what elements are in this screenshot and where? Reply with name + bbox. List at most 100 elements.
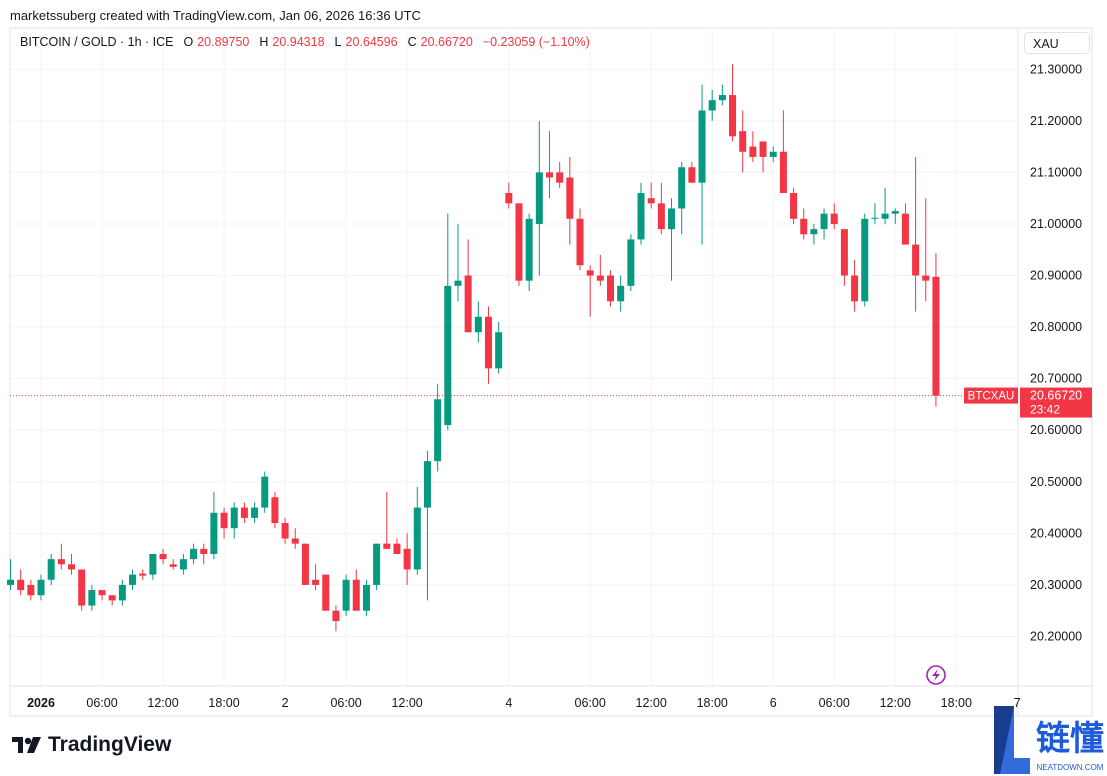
credit: marketssuberg created with TradingView.c… [10, 8, 421, 23]
x-tick-label: 2026 [27, 696, 55, 710]
candle-body [556, 172, 564, 183]
candle-body [423, 461, 431, 508]
y-tick-label: 20.20000 [1030, 629, 1082, 643]
candle-body [729, 95, 737, 137]
candle-body [454, 280, 462, 286]
candle-body [78, 569, 86, 606]
x-tick-label: 06:00 [86, 696, 117, 710]
candle-body [932, 276, 940, 396]
candle-body [830, 213, 838, 224]
candle-body [373, 543, 381, 585]
candle-body [312, 579, 320, 585]
ohlc-label: L [334, 35, 342, 49]
x-tick-label: 06:00 [330, 696, 361, 710]
candle-body [891, 211, 899, 214]
x-tick-label: 06:00 [819, 696, 850, 710]
alert-icon [926, 665, 946, 685]
candle-body [444, 285, 452, 426]
candle-body [657, 203, 665, 230]
candle-body [637, 193, 645, 240]
candle-body [362, 584, 370, 611]
candle-body [688, 167, 696, 183]
x-tick-label: 18:00 [208, 696, 239, 710]
candle-body [545, 172, 553, 178]
candle-body [7, 579, 15, 585]
candle-body [861, 218, 869, 302]
candle-body [332, 610, 340, 622]
currency-button[interactable]: XAU [1024, 32, 1090, 54]
x-tick-label: 2 [282, 696, 289, 710]
x-tick-label: 12:00 [880, 696, 911, 710]
candle-body [800, 218, 808, 235]
ohlc-label: H [259, 35, 269, 49]
candle-body [749, 146, 757, 157]
logo: TradingView [12, 733, 171, 757]
x-tick-label: 18:00 [697, 696, 728, 710]
candle-body [739, 131, 747, 152]
x-tick-label: 4 [505, 696, 512, 710]
watermark: 链懂 NEATDOWN.COM [994, 706, 1104, 774]
candle-body [759, 141, 767, 157]
candle-body [37, 579, 45, 596]
x-tick-label: 18:00 [941, 696, 972, 710]
candle-body [200, 548, 208, 554]
ohlc-value: 20.66720 [420, 35, 473, 49]
candle-body [698, 110, 706, 183]
y-tick-label: 20.70000 [1030, 372, 1082, 386]
candle-body [403, 548, 411, 570]
countdown-text: 23:42 [1030, 403, 1060, 417]
candle-body [779, 151, 787, 194]
y-tick-label: 20.30000 [1030, 578, 1082, 592]
candle-body [434, 399, 442, 462]
candle-body [576, 218, 584, 266]
change: −0.23059 (−1.10%) [482, 35, 590, 49]
candle-body [505, 193, 513, 204]
candle-body [820, 213, 828, 230]
candle-body [159, 553, 167, 560]
candle-body [627, 239, 635, 286]
candle-body [118, 584, 126, 601]
candle-body [596, 275, 604, 281]
candle-body [88, 590, 96, 606]
candle-body [251, 507, 259, 518]
candle-body [98, 590, 106, 596]
candle-body [190, 548, 198, 560]
candle-body [871, 217, 879, 219]
candle-body [139, 573, 147, 576]
candle-body [342, 579, 350, 611]
candle-body [383, 543, 391, 549]
candle-body [301, 543, 309, 585]
candle-body [57, 559, 65, 565]
candle-body [230, 507, 238, 529]
y-tick-label: 20.90000 [1030, 269, 1082, 283]
candle-body [240, 507, 248, 518]
y-tick-label: 21.00000 [1030, 217, 1082, 231]
candle-body [17, 579, 25, 591]
candle-body [220, 512, 228, 529]
x-tick-label: 06:00 [575, 696, 606, 710]
y-tick-label: 21.30000 [1030, 62, 1082, 76]
y-tick-label: 20.40000 [1030, 526, 1082, 540]
candle-body [495, 332, 503, 369]
ohlc-value: 20.94318 [272, 35, 325, 49]
candle-body [881, 213, 889, 219]
y-tick-label: 21.10000 [1030, 165, 1082, 179]
candle-body [47, 559, 55, 580]
candle-body [149, 553, 157, 575]
candle-body [617, 285, 625, 302]
candle-body [169, 564, 177, 567]
candles [7, 64, 940, 632]
candle-body [322, 574, 330, 611]
candle-body [566, 177, 574, 219]
candle-body [678, 167, 686, 209]
logo-text: TradingView [48, 733, 172, 756]
candle-body [474, 316, 482, 333]
candle-body [413, 507, 421, 570]
watermark-site: NEATDOWN.COM [1037, 763, 1104, 772]
y-tick-label: 20.80000 [1030, 320, 1082, 334]
candle-body [464, 275, 472, 333]
candle-body [535, 172, 543, 224]
